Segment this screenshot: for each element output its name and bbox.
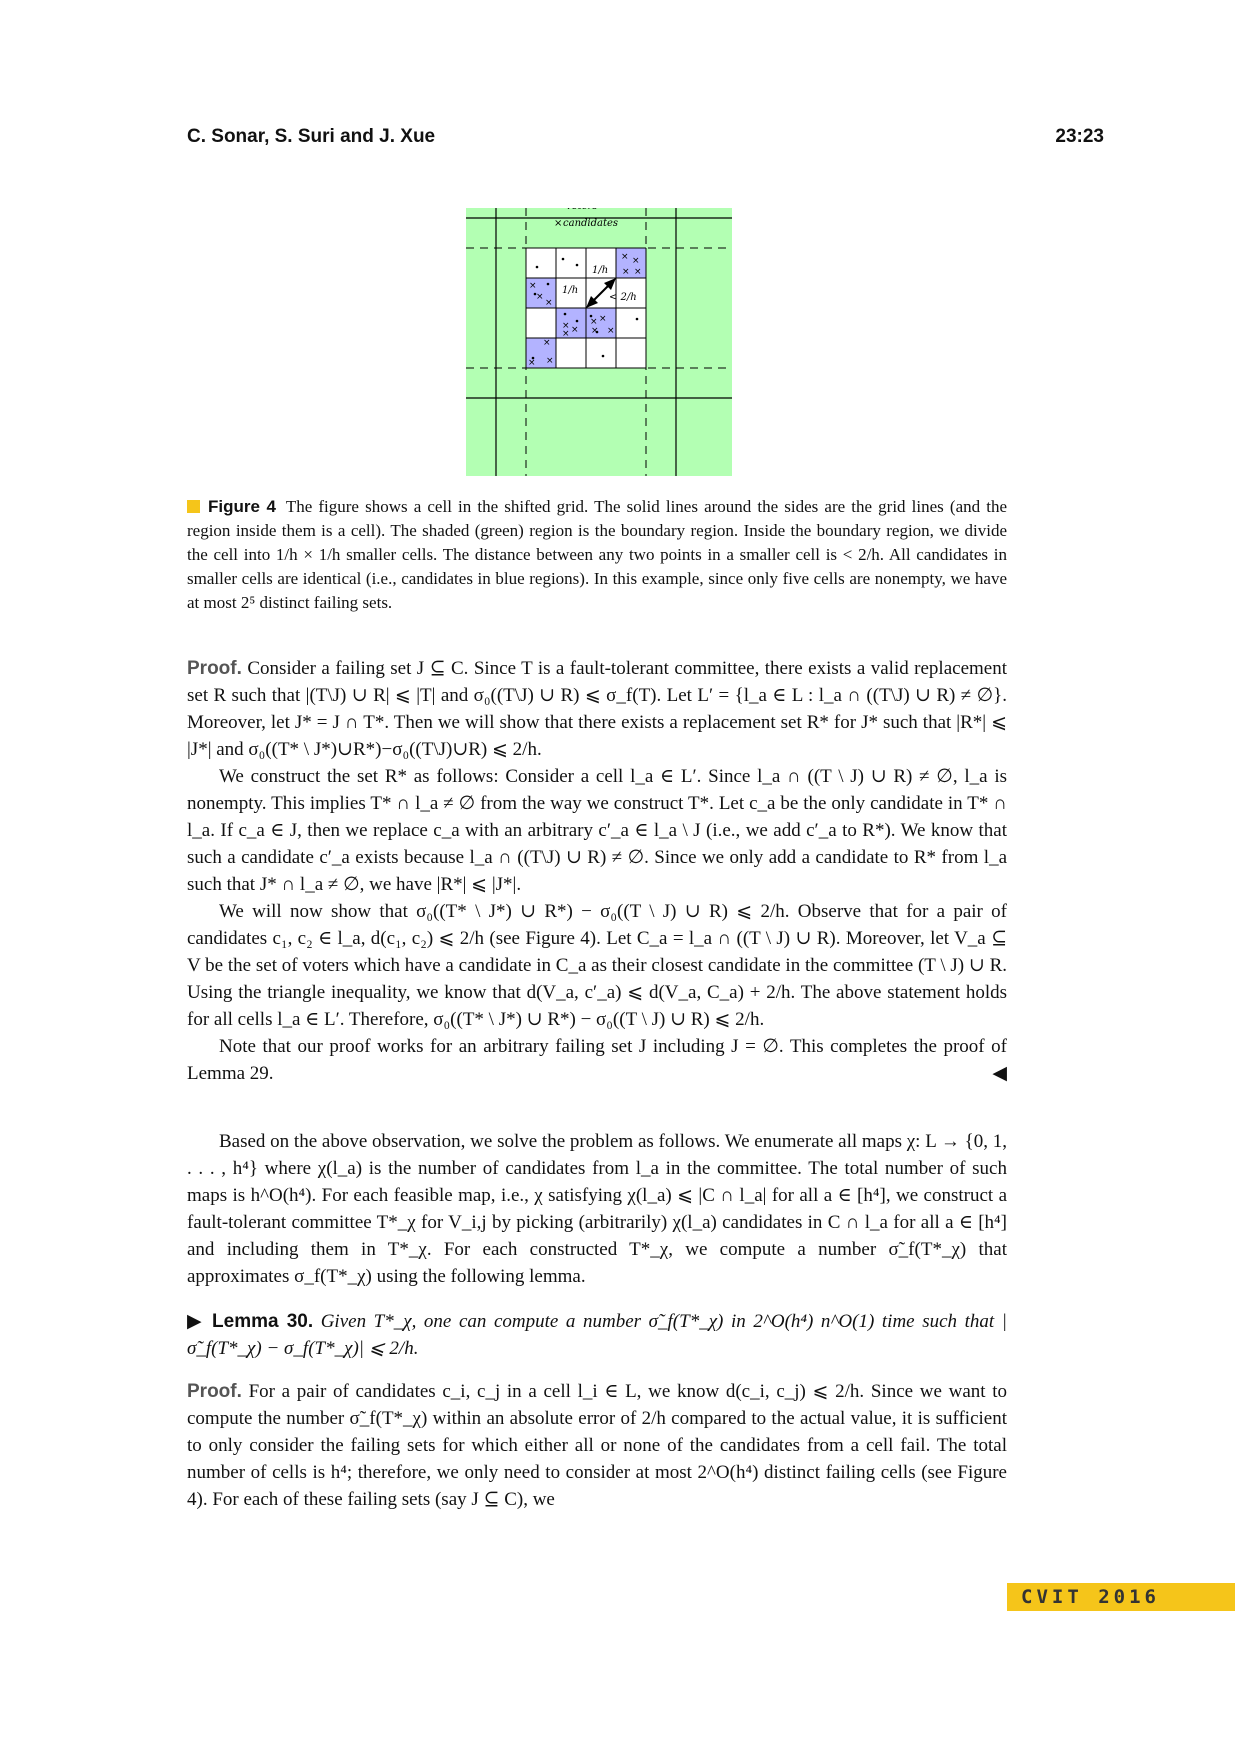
blue-cell (556, 308, 586, 338)
boundary-dashes (466, 208, 732, 476)
candidate-legend-cross: × (554, 218, 562, 229)
main-paragraph-block: Based on the above observation, we solve… (187, 1128, 1007, 1290)
proof-lemma-30: Proof. For a pair of candidates c_i, c_j… (187, 1378, 1007, 1513)
lemma-marker: ▶ (187, 1311, 205, 1332)
blue-cells (526, 248, 646, 368)
svg-text:×: × (545, 298, 553, 308)
proof-paragraph: For a pair of candidates c_i, c_j in a c… (187, 1381, 1007, 1510)
legend-candidates: candidates (563, 218, 618, 229)
lemma-statement: Given T*_χ, one can compute a number σ̃_… (187, 1311, 1007, 1359)
blue-cell (586, 308, 616, 338)
svg-text:×: × (536, 292, 544, 302)
lemma-label: Lemma 30. (212, 1311, 314, 1332)
svg-text:×: × (632, 256, 640, 266)
candidate-points: × ×× × ××× × ×× × ×× × ×× × (528, 252, 642, 368)
svg-text:×: × (571, 325, 579, 335)
blue-cell (616, 248, 646, 278)
running-header-authors: C. Sonar, S. Suri and J. Xue (187, 126, 436, 147)
label-small-cell-left: 1/h (562, 285, 578, 296)
proof-label: Proof. (187, 1381, 242, 1402)
svg-text:×: × (622, 267, 630, 277)
caption-marker (187, 500, 200, 513)
figure-shifted-grid-cell: voters × candidates ×××× ××× ××× ×××× ××… (466, 208, 732, 476)
legend-voters: voters (566, 208, 598, 212)
proof-paragraph: We will now show that σ₀((T* \ J*) ∪ R*)… (187, 901, 1007, 1030)
blue-cell (526, 338, 556, 368)
caption-text: The figure shows a cell in the shifted g… (187, 497, 1008, 612)
proof-label: Proof. (187, 658, 242, 679)
svg-text:×: × (529, 281, 537, 291)
blue-cell (526, 278, 556, 308)
figure-caption: Figure 4 The figure shows a cell in the … (187, 495, 1007, 615)
svg-text:×: × (634, 267, 642, 277)
main-paragraph: Based on the above observation, we solve… (187, 1131, 1007, 1287)
svg-text:×: × (546, 356, 554, 366)
distance-arrow (586, 278, 616, 308)
proof-paragraph: Consider a failing set J ⊆ C. Since T is… (187, 658, 1008, 760)
svg-text:×: × (590, 317, 598, 327)
cvit-badge: CVIT 2016 (1007, 1583, 1235, 1611)
svg-text:×: × (599, 314, 607, 324)
lemma-30: ▶ Lemma 30. Given T*_χ, one can compute … (187, 1308, 1007, 1362)
qed-symbol: ◀ (992, 1063, 1007, 1084)
svg-text:×: × (528, 358, 536, 368)
caption-label: Figure 4 (208, 497, 276, 516)
proof-paragraph: Note that our proof works for an arbitra… (187, 1036, 1007, 1084)
svg-text:×: × (562, 321, 570, 331)
proof-paragraph: We construct the set R* as follows: Cons… (187, 766, 1007, 895)
svg-text:×: × (591, 326, 599, 336)
svg-text:×: × (562, 329, 570, 339)
svg-text:×: × (543, 338, 551, 348)
page-number: 23:23 (1055, 126, 1104, 147)
proof-lemma-29: Proof. Consider a failing set J ⊆ C. Sin… (187, 655, 1007, 1087)
svg-text:×: × (621, 252, 629, 262)
svg-text:×: × (607, 326, 615, 336)
label-small-cell-top: 1/h (592, 265, 608, 276)
grid-lines (466, 208, 732, 476)
voter-points (531, 257, 639, 360)
label-distance: < 2/h (609, 292, 637, 303)
